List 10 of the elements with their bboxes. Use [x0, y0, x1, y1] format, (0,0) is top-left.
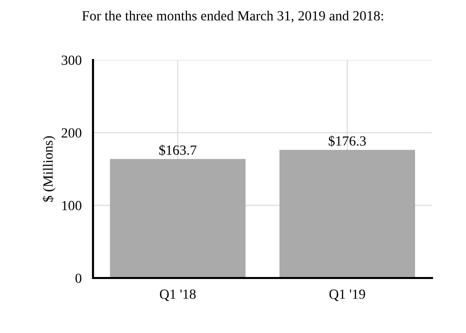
chart-title: For the three months ended March 31, 2019 and 2018: — [82, 10, 384, 22]
y-tick-label: 100 — [62, 200, 82, 210]
x-tick-label: Q1 '19 — [329, 290, 366, 301]
data-label: $163.7 — [159, 144, 196, 156]
data-label: $176.3 — [328, 135, 366, 147]
y-axis-title: $ (Millions) — [42, 136, 56, 202]
y-tick-label: 0 — [75, 274, 82, 283]
x-tick-label: Q1 '18 — [160, 290, 196, 301]
y-tick-label: 300 — [62, 56, 82, 65]
y-tick-label: 200 — [62, 128, 82, 138]
